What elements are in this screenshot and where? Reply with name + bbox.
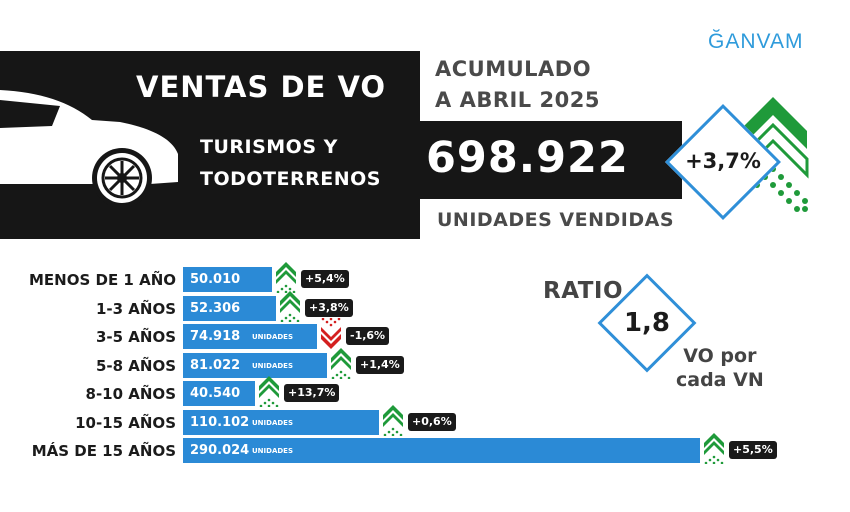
page-title: VENTAS DE VO — [136, 70, 387, 104]
bar-value-label: 74.918 — [190, 329, 241, 344]
arrow-down-icon — [320, 317, 342, 354]
category-label: 8-10 AÑOS — [85, 385, 176, 403]
segment-line-1: TURISMOS Y — [200, 136, 338, 158]
bar-unit-label: UNIDADES — [252, 361, 294, 370]
bar-value-label: 40.540 — [190, 386, 241, 401]
segment-line-2: TODOTERRENOS — [200, 168, 381, 190]
category-label: MÁS DE 15 AÑOS — [31, 442, 176, 460]
bar — [183, 324, 317, 349]
arrow-up-icon — [703, 432, 725, 468]
car-icon — [0, 90, 178, 208]
arrow-up-icon — [382, 404, 404, 440]
bar — [183, 295, 276, 321]
bar — [183, 409, 379, 435]
category-label: MENOS DE 1 AÑO — [29, 271, 176, 289]
bar — [183, 267, 272, 292]
segment-label: TURISMOS Y TODOTERRENOS — [200, 131, 381, 195]
change-badge: -1,6% — [346, 327, 390, 345]
units-sold-label: UNIDADES VENDIDAS — [437, 209, 675, 231]
ratio-label: RATIO — [543, 278, 624, 304]
ratio-caption-line-1: VO por — [683, 345, 757, 367]
category-label: 10-15 AÑOS — [75, 413, 176, 432]
arrow-up-icon — [330, 347, 352, 383]
period-line-1: ACUMULADO — [435, 57, 592, 81]
change-badge: +5,5% — [729, 441, 777, 459]
bar — [183, 381, 255, 406]
change-badge: +13,7% — [284, 384, 340, 402]
bar — [183, 438, 700, 463]
period-label: ACUMULADO A ABRIL 2025 — [435, 54, 600, 116]
category-label: 1-3 AÑOS — [95, 299, 176, 318]
bar-value-label: 290.024 — [190, 443, 250, 458]
bar-unit-label: UNIDADES — [252, 418, 294, 427]
period-line-2: A ABRIL 2025 — [435, 88, 600, 112]
category-label: 3-5 AÑOS — [95, 328, 176, 346]
arrow-up-icon — [279, 290, 301, 326]
arrow-up-icon — [275, 261, 297, 297]
bar-value-label: 52.306 — [190, 300, 241, 316]
bar-unit-label: UNIDADES — [252, 447, 294, 455]
category-label: 5-8 AÑOS — [95, 356, 176, 375]
arrow-up-icon — [258, 375, 280, 411]
total-change-value: +3,7% — [685, 149, 761, 173]
bar-unit-label: UNIDADES — [252, 333, 294, 341]
ratio-diamond: 1,8 — [597, 273, 697, 373]
total-strip — [400, 121, 682, 199]
bar-value-label: 50.010 — [190, 272, 241, 287]
ratio-caption-line-2: cada VN — [676, 369, 764, 391]
total-change-diamond: +3,7% — [665, 104, 781, 220]
bar-value-label: 81.022 — [190, 357, 241, 373]
bar — [183, 352, 327, 378]
ratio-value: 1,8 — [623, 308, 671, 338]
change-badge: +1,4% — [356, 355, 404, 374]
bar-value-label: 110.102 — [190, 414, 250, 430]
ratio-caption: VO por cada VN — [676, 344, 764, 392]
change-badge: +0,6% — [408, 412, 456, 431]
brand-logo: ĞANVAM — [708, 30, 804, 53]
change-badge: +3,8% — [305, 298, 353, 317]
change-badge: +5,4% — [301, 270, 349, 288]
total-units: 698.922 — [426, 133, 629, 183]
